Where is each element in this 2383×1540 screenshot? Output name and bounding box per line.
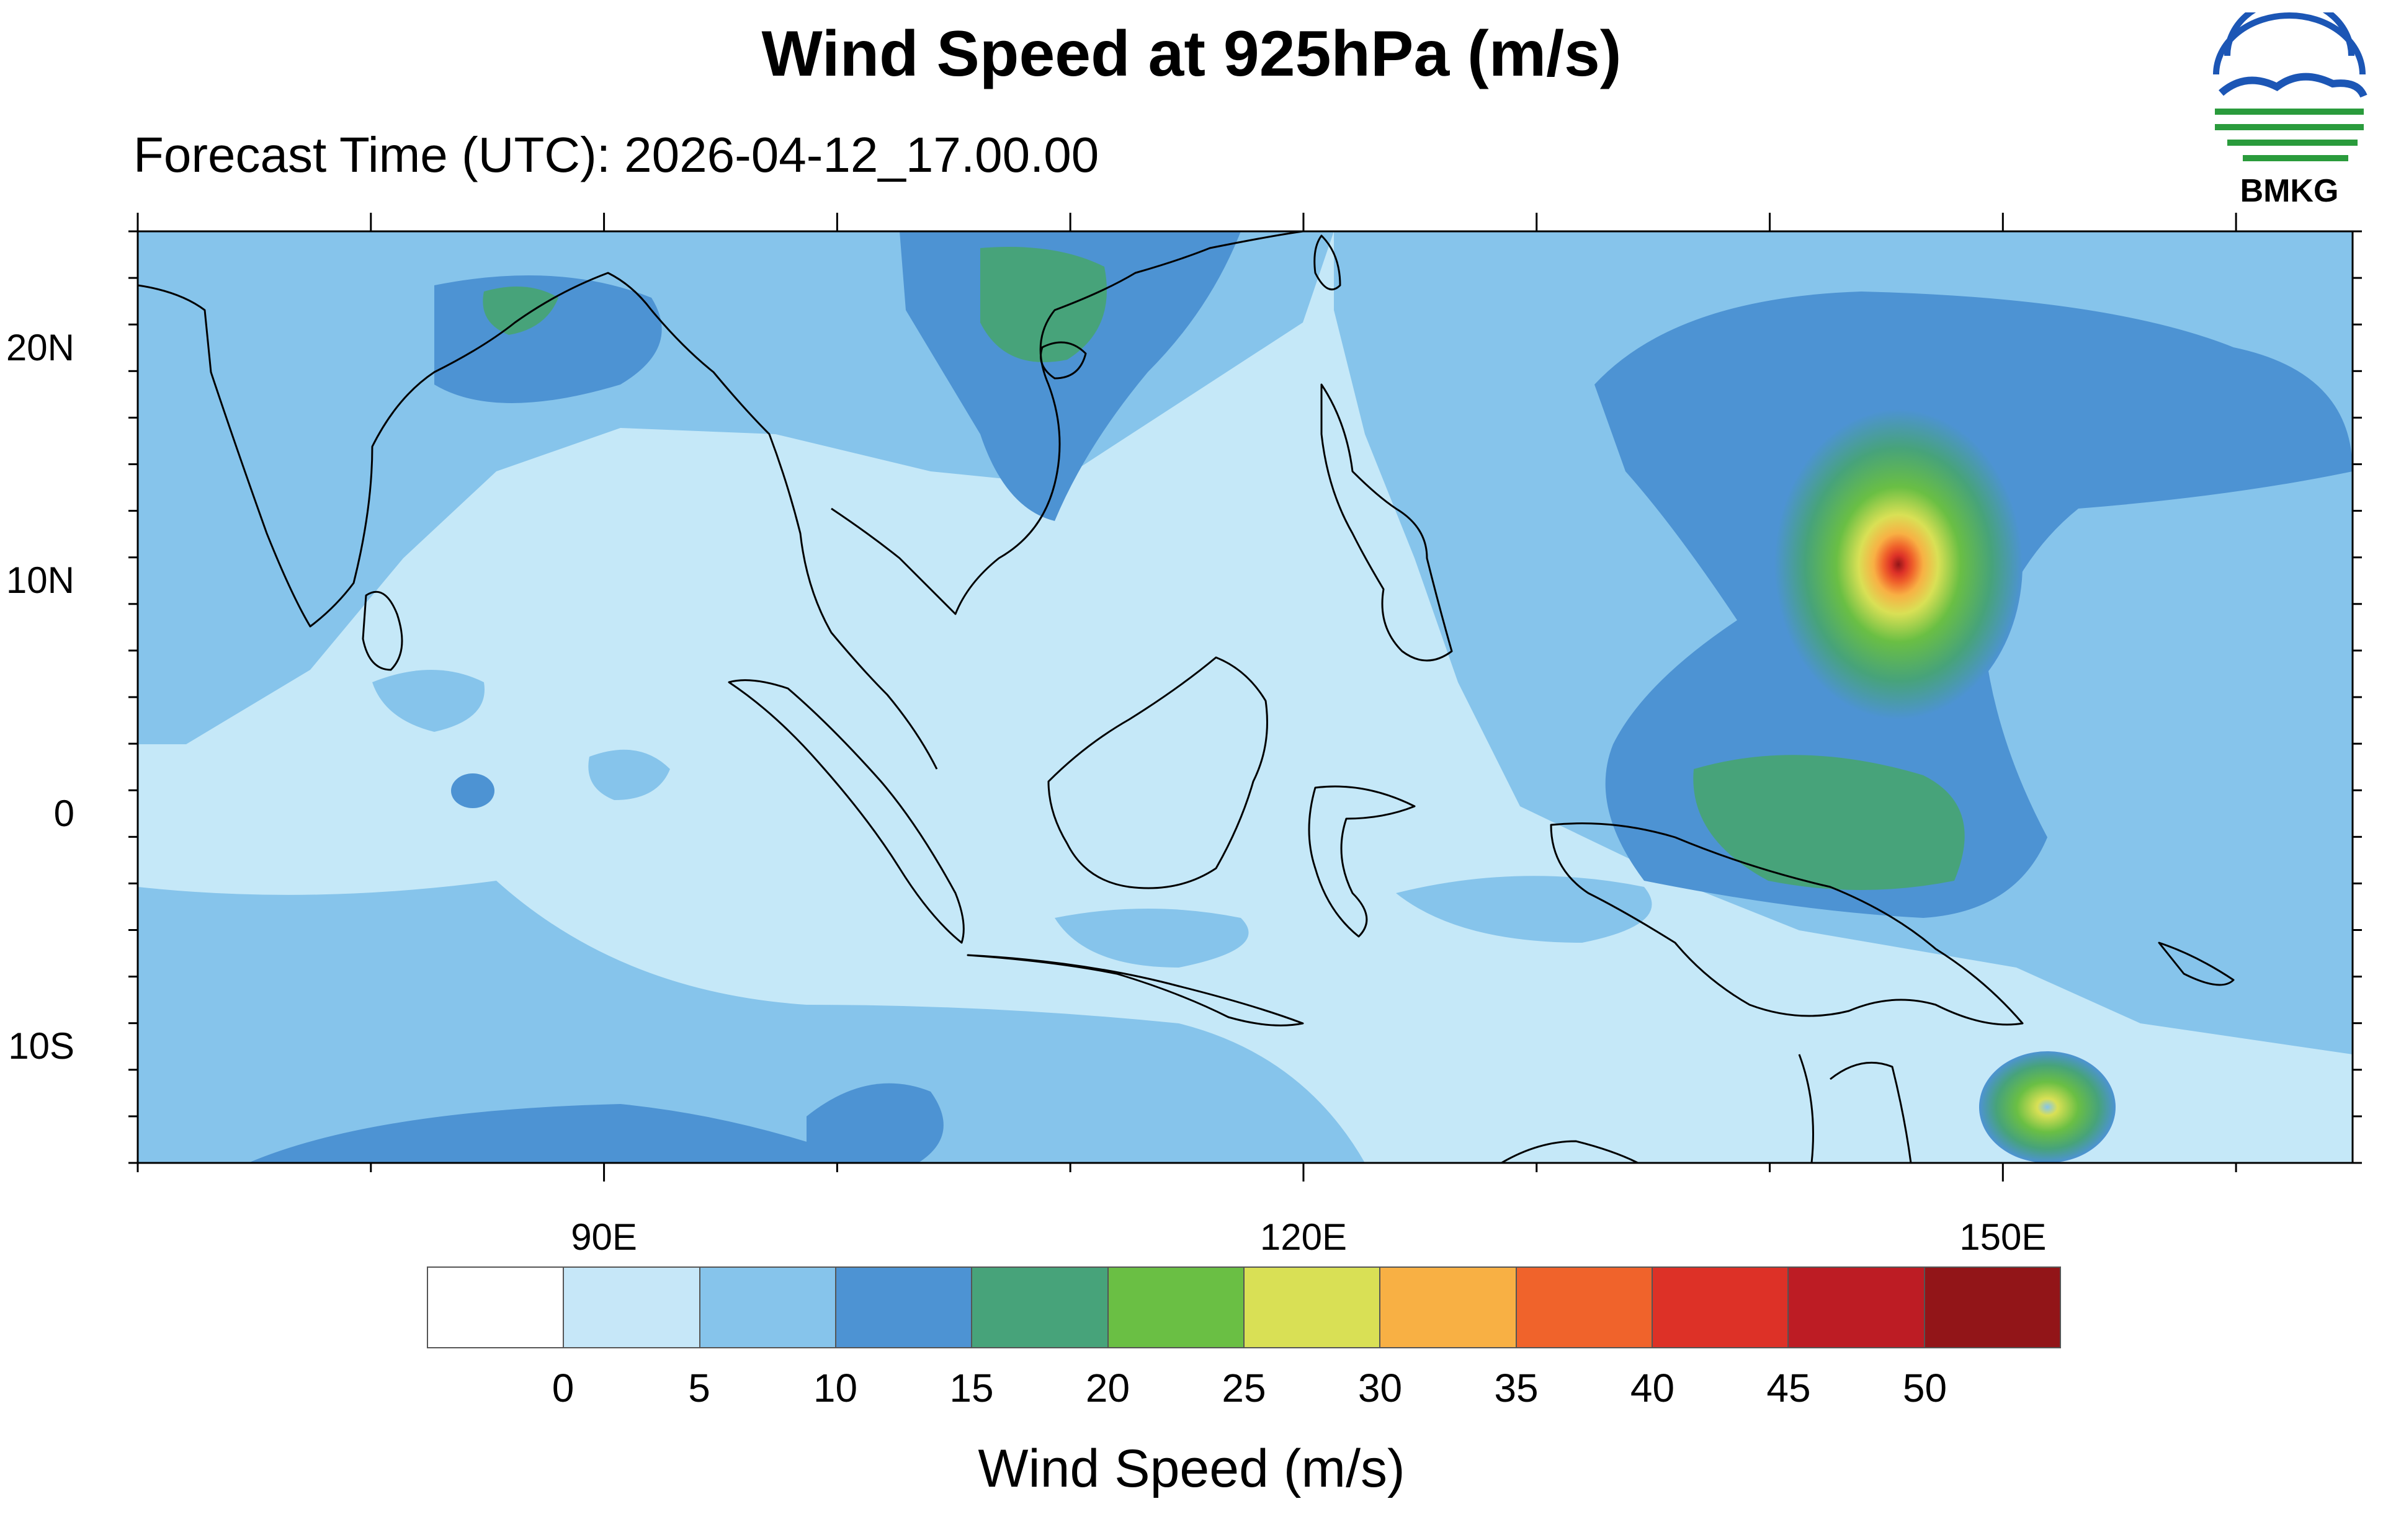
tropical-cyclone-north	[1774, 409, 2023, 719]
coast-australia	[1501, 1054, 1912, 1163]
contour-java-sea-5-10	[1055, 909, 1249, 968]
contour-bengal-15-20	[483, 287, 558, 335]
contour-indian-sw-10-15	[807, 1083, 944, 1163]
coast-philippines	[1320, 383, 1453, 662]
colorbar-level-label: 50	[1902, 1366, 1947, 1410]
axis-ticks	[128, 213, 2362, 1182]
coast-india	[138, 272, 653, 628]
colorbar-level-label: 0	[552, 1366, 575, 1410]
contour-indian-south-5-10	[138, 881, 1365, 1163]
chart-title: Wind Speed at 925hPa (m/s)	[761, 18, 1622, 90]
coast-myanmar-peninsula	[650, 309, 938, 770]
bmkg-logo	[2213, 12, 2367, 161]
colorbar-box-3	[836, 1268, 973, 1347]
logo-stripes	[2215, 109, 2364, 161]
contour-pacific-15-20	[1693, 755, 1965, 890]
lon-label-150e: 150E	[1959, 1216, 2047, 1258]
colorbar-box-1	[564, 1268, 700, 1347]
colorbar-level-label: 40	[1630, 1366, 1675, 1410]
contour-mid-ocean-10-15	[451, 773, 494, 808]
colorbar-box-0	[428, 1268, 565, 1347]
coast-indochina	[831, 231, 1303, 615]
wind-speed-contours	[138, 231, 2353, 1163]
colorbar-title: Wind Speed (m/s)	[978, 1439, 1405, 1498]
coast-java	[967, 954, 1304, 1026]
coast-sumatra	[728, 679, 965, 944]
colorbar-level-label: 20	[1085, 1366, 1130, 1410]
lon-label-90e: 90E	[571, 1216, 637, 1258]
colorbar-box-9	[1652, 1268, 1789, 1347]
logo-cloud	[2219, 73, 2367, 98]
forecast-time-subtitle: Forecast Time (UTC): 2026-04-12_17.00.00	[133, 127, 1099, 182]
lon-label-120e: 120E	[1259, 1216, 1347, 1258]
contour-mid-ocean-5-10	[372, 670, 485, 732]
contour-mid-ocean-5-10b	[588, 749, 670, 800]
colorbar-box-7	[1380, 1268, 1517, 1347]
coast-borneo	[1047, 656, 1268, 889]
coast-new-guinea	[1550, 822, 2024, 1026]
colorbar-box-10	[1789, 1268, 1925, 1347]
lat-label-equator: 0	[53, 792, 74, 834]
lat-label-10n: 10N	[6, 559, 74, 602]
contour-indochina-15-20	[980, 247, 1107, 362]
colorbar-level-label: 45	[1766, 1366, 1811, 1410]
lat-label-20n: 20N	[6, 326, 74, 368]
colorbar-level-label: 5	[688, 1366, 710, 1410]
colorbar-box-4	[972, 1268, 1109, 1347]
colorbar-level-label: 35	[1494, 1366, 1539, 1410]
colorbar-box-6	[1244, 1268, 1381, 1347]
coast-sri-lanka	[362, 590, 403, 671]
colorbar-level-label: 30	[1357, 1366, 1403, 1410]
logo-arcs	[2213, 12, 2366, 75]
colorbar-level-label: 15	[949, 1366, 994, 1410]
coast-sulawesi	[1308, 785, 1416, 938]
logo-text: BMKG	[2240, 173, 2339, 209]
lat-label-10s: 10S	[8, 1025, 74, 1067]
tropical-cyclone-south	[1979, 1051, 2116, 1163]
coast-solomon	[2158, 941, 2235, 986]
colorbar-level-label: 10	[813, 1366, 858, 1410]
colorbar	[427, 1266, 2061, 1348]
colorbar-box-11	[1925, 1268, 2060, 1347]
colorbar-box-2	[700, 1268, 836, 1347]
colorbar-level-label: 25	[1222, 1366, 1266, 1410]
colorbar-box-8	[1516, 1268, 1653, 1347]
colorbar-box-5	[1108, 1268, 1245, 1347]
coast-hainan	[1040, 341, 1087, 380]
contour-indian-south-10-15	[248, 1104, 869, 1163]
coast-taiwan	[1313, 234, 1341, 291]
coastlines	[138, 231, 2235, 1163]
